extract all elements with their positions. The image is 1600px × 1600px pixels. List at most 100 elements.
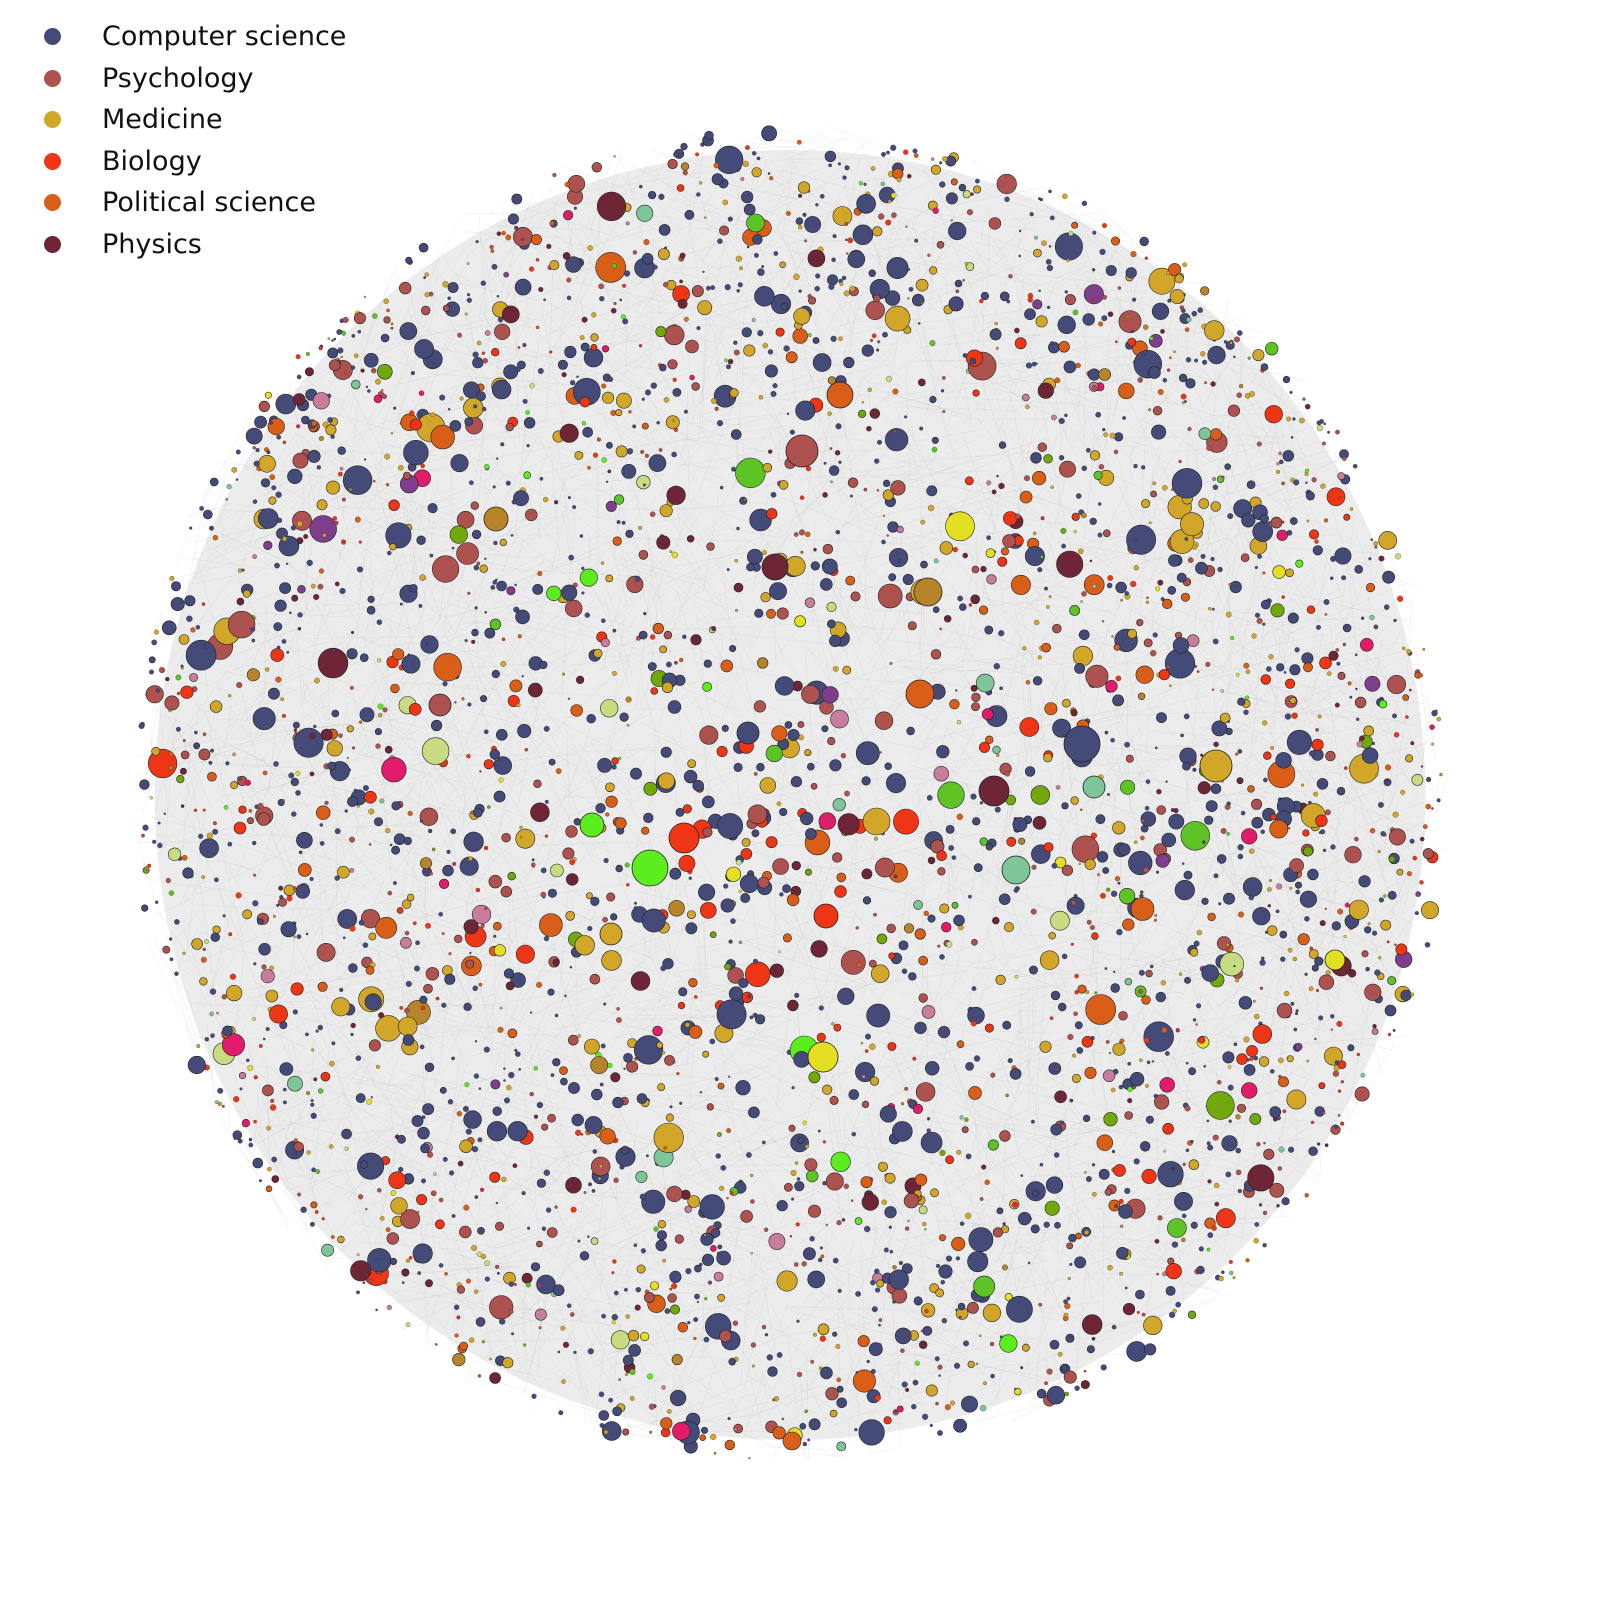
graph-edge (1276, 1156, 1319, 1184)
graph-edge (443, 1172, 483, 1191)
graph-edge (1175, 672, 1197, 744)
graph-edge (391, 593, 407, 661)
graph-edge (1221, 1043, 1320, 1071)
graph-edge (1151, 1234, 1232, 1247)
graph-edge (479, 925, 520, 1019)
graph-edge (1133, 1298, 1152, 1319)
graph-edge (322, 451, 386, 472)
graph-node (1198, 498, 1210, 509)
graph-node (1217, 566, 1223, 573)
graph-edge (798, 1196, 871, 1245)
graph-edge (840, 489, 863, 533)
graph-node (567, 175, 586, 193)
graph-edge (987, 930, 996, 958)
graph-edge (702, 731, 712, 807)
graph-edge (1035, 1375, 1078, 1389)
graph-edge (229, 721, 358, 740)
graph-edge (588, 217, 609, 298)
graph-edge (1169, 656, 1283, 686)
graph-edge (510, 641, 536, 683)
graph-node (399, 602, 403, 606)
graph-node (1360, 616, 1365, 620)
graph-edge (778, 236, 813, 249)
graph-node (911, 293, 925, 307)
graph-edge (237, 725, 291, 874)
graph-edge (554, 1022, 588, 1030)
graph-edge (1157, 349, 1238, 484)
graph-node (914, 1021, 927, 1035)
graph-edge (385, 907, 512, 948)
graph-node (796, 1319, 800, 1323)
graph-node (439, 878, 450, 890)
graph-edge (1204, 411, 1309, 417)
graph-edge (257, 792, 286, 876)
graph-node (827, 274, 839, 286)
graph-edge (1070, 186, 1158, 260)
graph-edge (1347, 556, 1368, 566)
graph-edge (1017, 1148, 1032, 1172)
graph-edge (685, 281, 756, 384)
graph-edge (815, 996, 937, 1092)
graph-edge (195, 904, 325, 910)
graph-edge (234, 724, 262, 784)
graph-node (1181, 862, 1185, 865)
graph-node (726, 364, 731, 370)
graph-edge (925, 585, 1044, 670)
graph-edge (632, 155, 694, 179)
graph-node (918, 993, 928, 1003)
graph-node (201, 875, 206, 879)
graph-node (1017, 1211, 1032, 1226)
graph-edge (973, 241, 1011, 251)
graph-edge (394, 939, 461, 952)
graph-edge (1217, 788, 1349, 796)
graph-node (1311, 964, 1319, 972)
graph-node (321, 1243, 334, 1257)
graph-node (163, 812, 166, 815)
graph-edge (454, 1295, 503, 1333)
graph-node (937, 944, 941, 948)
graph-edge (873, 923, 924, 979)
graph-edge (373, 803, 414, 824)
graph-node (1317, 714, 1322, 719)
graph-edge (718, 1333, 787, 1364)
graph-edge (1255, 594, 1347, 624)
graph-edge (1323, 647, 1427, 698)
graph-node (1293, 1027, 1298, 1032)
graph-edge (1288, 902, 1411, 962)
graph-edge (1354, 665, 1381, 716)
graph-node (547, 1113, 556, 1123)
graph-edge (619, 433, 716, 544)
graph-edge (951, 664, 1026, 745)
graph-edge (981, 841, 985, 895)
graph-node (1334, 547, 1352, 565)
graph-edge (209, 1001, 311, 1050)
graph-edge (441, 254, 516, 362)
graph-edge (495, 1170, 530, 1207)
graph-node (605, 480, 609, 483)
graph-edge (636, 1323, 671, 1367)
graph-edge (1065, 1032, 1089, 1035)
graph-edge (800, 188, 914, 256)
graph-edge (859, 138, 901, 242)
graph-node (274, 562, 280, 569)
graph-edge (481, 1317, 542, 1388)
graph-node (1286, 1055, 1294, 1063)
graph-node (732, 1320, 739, 1326)
graph-edge (463, 602, 542, 741)
graph-edge (545, 1121, 576, 1145)
graph-node (152, 839, 157, 844)
graph-edge (411, 1154, 481, 1175)
graph-edge (887, 1297, 996, 1384)
graph-edge (370, 1129, 476, 1222)
graph-edge (653, 626, 750, 632)
graph-edge (611, 1286, 734, 1299)
graph-edge (900, 958, 977, 1046)
graph-node (1111, 236, 1121, 246)
graph-edge (596, 634, 681, 689)
graph-edge (379, 755, 393, 883)
graph-node (471, 639, 476, 644)
graph-edge (299, 324, 391, 395)
graph-edge (338, 1085, 358, 1122)
graph-edge (882, 390, 934, 399)
graph-node (1120, 598, 1123, 602)
